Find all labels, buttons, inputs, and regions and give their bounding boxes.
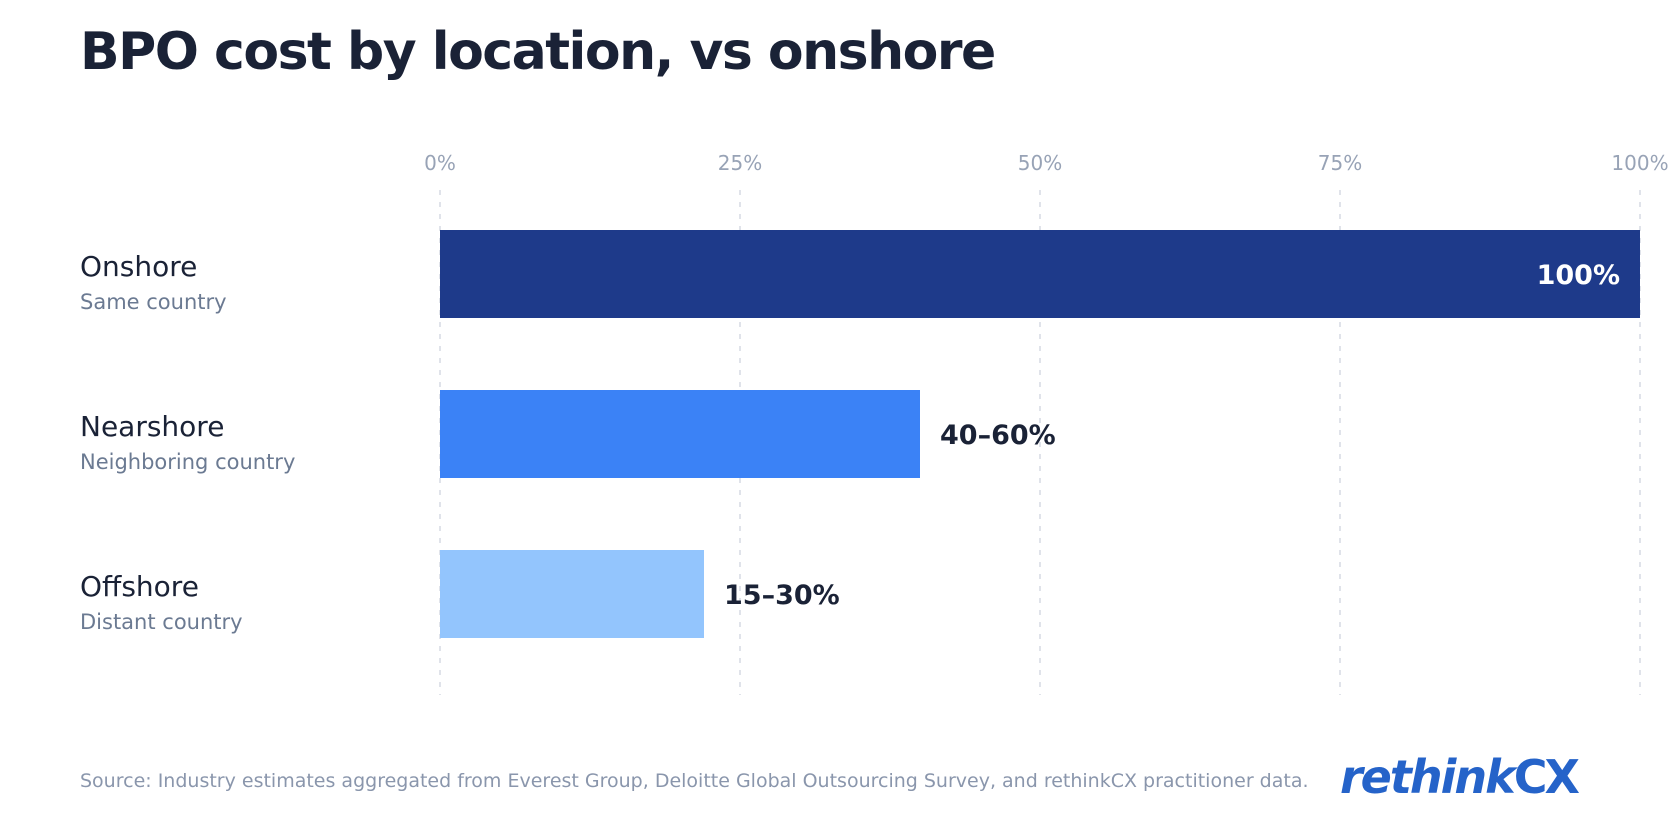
category-sublabel: Distant country — [80, 610, 243, 634]
x-tick-label: 25% — [718, 151, 762, 175]
source-note: Source: Industry estimates aggregated fr… — [80, 770, 1309, 792]
data-label: 40–60% — [940, 420, 1056, 451]
brand-logo: rethinkCX — [1340, 750, 1580, 804]
x-tick-label: 100% — [1611, 151, 1668, 175]
data-label: 100% — [1537, 260, 1620, 291]
category-label: Onshore — [80, 250, 197, 283]
category-label: Offshore — [80, 570, 199, 603]
chart-title: BPO cost by location, vs onshore — [80, 22, 996, 82]
x-tick-label: 75% — [1318, 151, 1362, 175]
bar-chart: 0% 25% 50% 75% 100% Onshore Same country 100% Ne… — [80, 151, 1669, 695]
category-label: Nearshore — [80, 410, 224, 443]
data-label: 15–30% — [724, 580, 840, 611]
x-tick-label: 50% — [1018, 151, 1062, 175]
bar — [440, 550, 704, 638]
bar — [440, 390, 920, 478]
category-sublabel: Same country — [80, 290, 227, 314]
bar — [440, 230, 1640, 318]
x-tick-label: 0% — [424, 151, 456, 175]
brand-logo-suffix: CX — [1513, 750, 1580, 804]
category-sublabel: Neighboring country — [80, 450, 295, 474]
brand-logo-main: rethink — [1340, 750, 1516, 804]
